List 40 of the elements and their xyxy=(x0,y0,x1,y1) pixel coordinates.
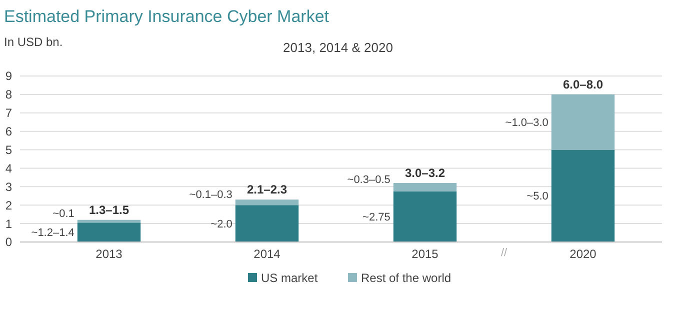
text: // xyxy=(500,247,508,259)
y-tick-label: 2 xyxy=(5,198,12,212)
total-label: 1.3–1.5 xyxy=(88,202,130,217)
legend-label: Rest of the world xyxy=(361,271,452,286)
total-label: 2.1–2.3 xyxy=(246,182,288,197)
annotation: ~2.0 xyxy=(210,218,232,230)
bar xyxy=(393,191,457,242)
annotation: ~1.0–3.0 xyxy=(505,116,548,129)
y-tick-label: 1 xyxy=(5,216,12,231)
annotation: ~5.0 xyxy=(526,190,548,203)
bar xyxy=(551,94,615,150)
x-tick-label: 2014 xyxy=(254,247,281,261)
chart-subtitle: 2013, 2014 & 2020 xyxy=(283,40,393,55)
annotation: ~0.3–0.5 xyxy=(347,174,390,186)
y-tick-label: 4 xyxy=(5,161,12,176)
bar xyxy=(235,205,299,242)
total-label: 3.0–3.2 xyxy=(404,166,446,180)
y-tick-label: 5 xyxy=(5,142,12,157)
y-tick-label: 7 xyxy=(5,106,12,120)
y-tick-label: 9 xyxy=(5,69,12,84)
annotation: ~0.1–0.3 xyxy=(189,189,232,202)
y-tick-label: 8 xyxy=(5,88,12,102)
annotation: ~0.1 xyxy=(52,208,74,220)
y-axis-title: In USD bn. xyxy=(4,35,63,49)
bar xyxy=(551,150,615,242)
legend-label: US market xyxy=(261,271,318,286)
y-tick-label: 0 xyxy=(5,235,12,250)
x-tick-label: 2013 xyxy=(96,247,123,261)
bar xyxy=(235,200,299,206)
total-label: 6.0–8.0 xyxy=(562,77,604,92)
x-tick-label: 2020 xyxy=(570,247,597,261)
bar xyxy=(393,182,457,192)
chart-title: Estimated Primary Insurance Cyber Market xyxy=(4,7,330,26)
x-tick-label: 2015 xyxy=(412,247,439,261)
bar xyxy=(77,222,141,242)
annotation: ~1.2–1.4 xyxy=(31,227,74,240)
y-tick-label: 6 xyxy=(5,124,12,139)
bar xyxy=(77,220,141,223)
y-tick-label: 3 xyxy=(5,180,12,194)
annotation: ~2.75 xyxy=(362,211,390,224)
